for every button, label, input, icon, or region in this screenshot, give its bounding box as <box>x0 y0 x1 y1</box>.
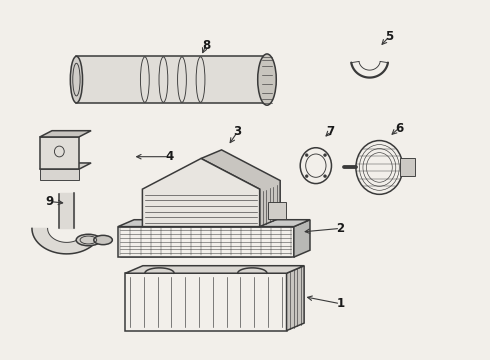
Polygon shape <box>40 137 79 169</box>
Text: 7: 7 <box>326 125 335 138</box>
Polygon shape <box>125 273 287 330</box>
Ellipse shape <box>323 175 326 177</box>
Polygon shape <box>294 220 310 257</box>
Polygon shape <box>125 266 304 273</box>
Ellipse shape <box>305 175 308 177</box>
Ellipse shape <box>323 154 326 157</box>
Bar <box>400 158 415 176</box>
Ellipse shape <box>94 235 112 245</box>
Ellipse shape <box>76 234 100 246</box>
Bar <box>269 202 286 220</box>
Polygon shape <box>118 220 310 226</box>
Text: 4: 4 <box>165 150 173 163</box>
Text: 3: 3 <box>234 125 242 138</box>
Ellipse shape <box>305 154 308 157</box>
Polygon shape <box>32 228 95 254</box>
Text: 8: 8 <box>202 39 210 52</box>
Polygon shape <box>201 150 280 226</box>
Polygon shape <box>118 226 294 257</box>
Polygon shape <box>40 163 91 169</box>
Text: 2: 2 <box>336 222 344 235</box>
Polygon shape <box>40 131 91 137</box>
Polygon shape <box>40 169 79 180</box>
Polygon shape <box>143 158 260 226</box>
Text: 1: 1 <box>336 297 344 310</box>
Bar <box>76 56 267 103</box>
Text: 9: 9 <box>46 195 54 208</box>
Text: 6: 6 <box>395 122 403 135</box>
Polygon shape <box>287 266 304 330</box>
Ellipse shape <box>258 54 276 105</box>
Text: 5: 5 <box>385 30 393 43</box>
Ellipse shape <box>71 56 82 103</box>
